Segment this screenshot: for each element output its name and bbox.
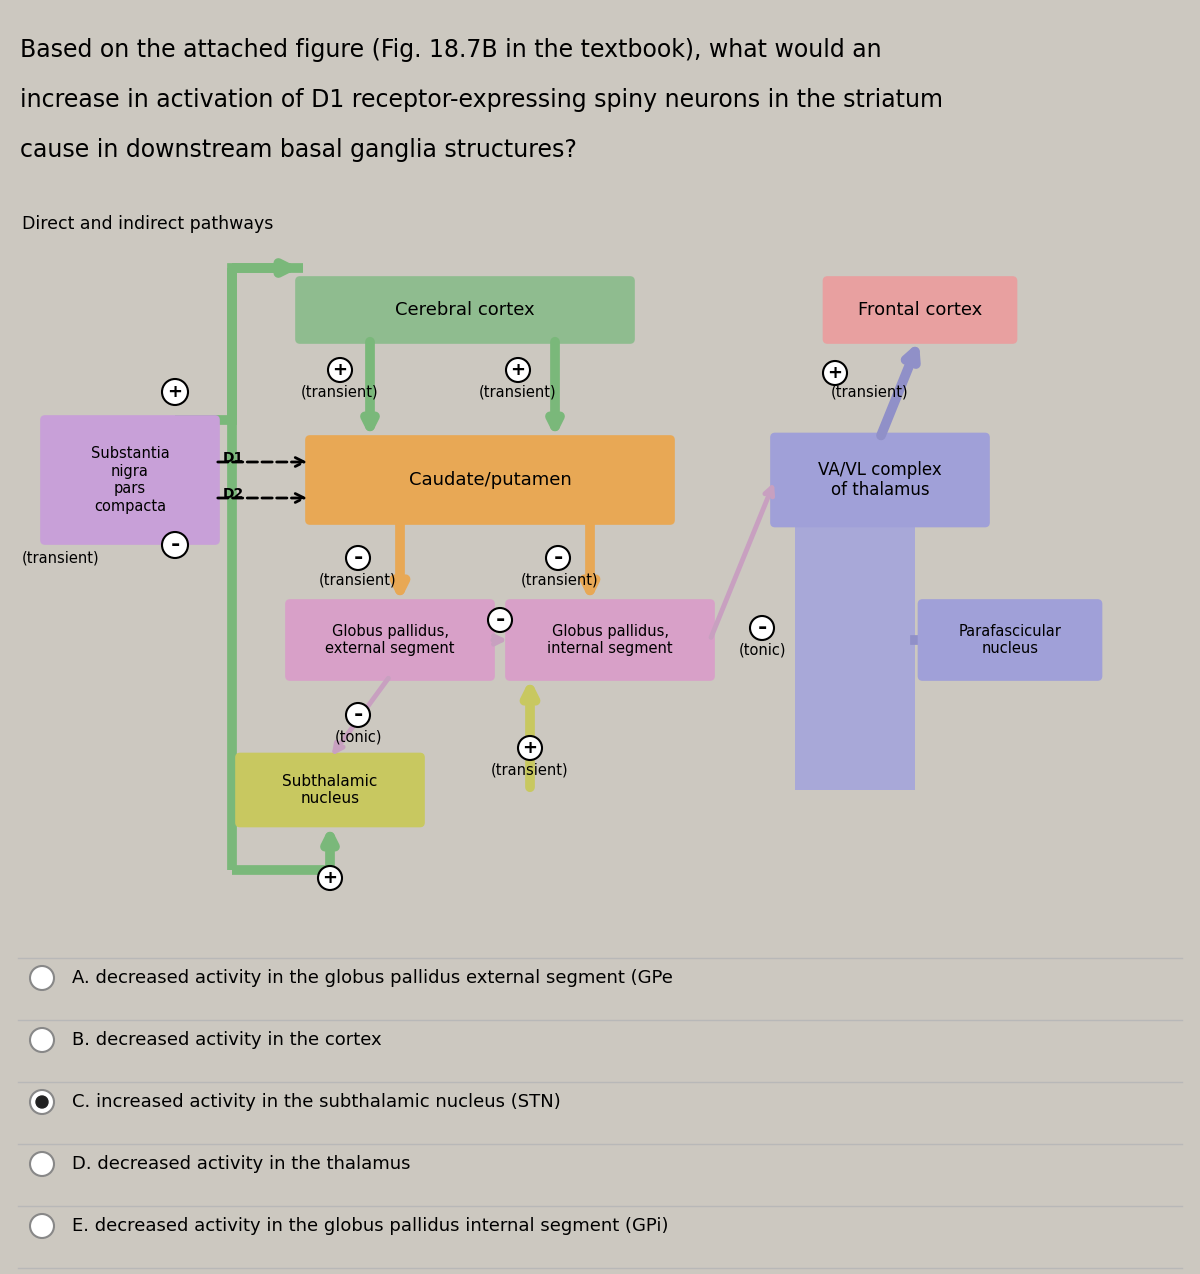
Text: VA/VL complex
of thalamus: VA/VL complex of thalamus — [818, 461, 942, 499]
Circle shape — [506, 358, 530, 382]
Text: (transient): (transient) — [301, 385, 379, 400]
Circle shape — [750, 617, 774, 640]
Circle shape — [30, 966, 54, 990]
Text: (transient): (transient) — [832, 385, 908, 400]
Text: D1: D1 — [223, 451, 245, 465]
Circle shape — [30, 1028, 54, 1052]
Text: +: + — [168, 383, 182, 401]
Circle shape — [30, 1091, 54, 1113]
Text: Caudate/putamen: Caudate/putamen — [409, 471, 571, 489]
Text: +: + — [522, 739, 538, 757]
Text: (transient): (transient) — [319, 572, 397, 587]
Circle shape — [823, 361, 847, 385]
FancyBboxPatch shape — [772, 433, 989, 526]
Text: Direct and indirect pathways: Direct and indirect pathways — [22, 215, 274, 233]
Text: (transient): (transient) — [479, 385, 557, 400]
Text: E. decreased activity in the globus pallidus internal segment (GPi): E. decreased activity in the globus pall… — [72, 1217, 668, 1235]
Text: -: - — [553, 548, 563, 568]
Text: D. decreased activity in the thalamus: D. decreased activity in the thalamus — [72, 1156, 410, 1173]
Text: (transient): (transient) — [521, 572, 599, 587]
Circle shape — [30, 1152, 54, 1176]
Text: (transient): (transient) — [491, 763, 569, 777]
Text: (tonic): (tonic) — [335, 730, 382, 744]
Text: -: - — [353, 705, 362, 725]
FancyBboxPatch shape — [796, 520, 916, 790]
Circle shape — [162, 533, 188, 558]
Circle shape — [488, 608, 512, 632]
FancyBboxPatch shape — [823, 276, 1016, 343]
Circle shape — [518, 736, 542, 761]
Text: Subthalamic
nucleus: Subthalamic nucleus — [282, 773, 378, 806]
Text: Frontal cortex: Frontal cortex — [858, 301, 982, 318]
Circle shape — [162, 378, 188, 405]
Text: +: + — [323, 869, 337, 887]
FancyBboxPatch shape — [236, 753, 424, 827]
Text: -: - — [757, 618, 767, 638]
FancyBboxPatch shape — [286, 600, 494, 680]
Text: -: - — [496, 610, 505, 631]
Text: Parafascicular
nucleus: Parafascicular nucleus — [959, 624, 1062, 656]
Text: Based on the attached figure (Fig. 18.7B in the textbook), what would an: Based on the attached figure (Fig. 18.7B… — [20, 38, 882, 62]
Circle shape — [328, 358, 352, 382]
Text: +: + — [510, 361, 526, 378]
FancyBboxPatch shape — [296, 276, 634, 343]
Text: (transient): (transient) — [22, 550, 100, 566]
Text: A. decreased activity in the globus pallidus external segment (GPe: A. decreased activity in the globus pall… — [72, 970, 673, 987]
Text: -: - — [170, 535, 180, 555]
Text: Globus pallidus,
external segment: Globus pallidus, external segment — [325, 624, 455, 656]
Text: D2: D2 — [223, 487, 245, 501]
Circle shape — [346, 703, 370, 727]
Circle shape — [546, 547, 570, 569]
Text: C. increased activity in the subthalamic nucleus (STN): C. increased activity in the subthalamic… — [72, 1093, 560, 1111]
Text: cause in downstream basal ganglia structures?: cause in downstream basal ganglia struct… — [20, 138, 577, 162]
Text: Substantia
nigra
pars
compacta: Substantia nigra pars compacta — [91, 446, 169, 513]
FancyBboxPatch shape — [41, 417, 220, 544]
Text: Cerebral cortex: Cerebral cortex — [395, 301, 535, 318]
Text: Globus pallidus,
internal segment: Globus pallidus, internal segment — [547, 624, 673, 656]
Text: +: + — [332, 361, 348, 378]
Text: increase in activation of D1 receptor-expressing spiny neurons in the striatum: increase in activation of D1 receptor-ex… — [20, 88, 943, 112]
Circle shape — [30, 1214, 54, 1238]
Circle shape — [318, 866, 342, 891]
Text: -: - — [353, 548, 362, 568]
Text: (tonic): (tonic) — [738, 642, 786, 657]
Text: B. decreased activity in the cortex: B. decreased activity in the cortex — [72, 1031, 382, 1049]
Circle shape — [346, 547, 370, 569]
Text: +: + — [828, 364, 842, 382]
Circle shape — [36, 1096, 48, 1108]
FancyBboxPatch shape — [506, 600, 714, 680]
FancyBboxPatch shape — [918, 600, 1102, 680]
FancyBboxPatch shape — [306, 436, 674, 524]
